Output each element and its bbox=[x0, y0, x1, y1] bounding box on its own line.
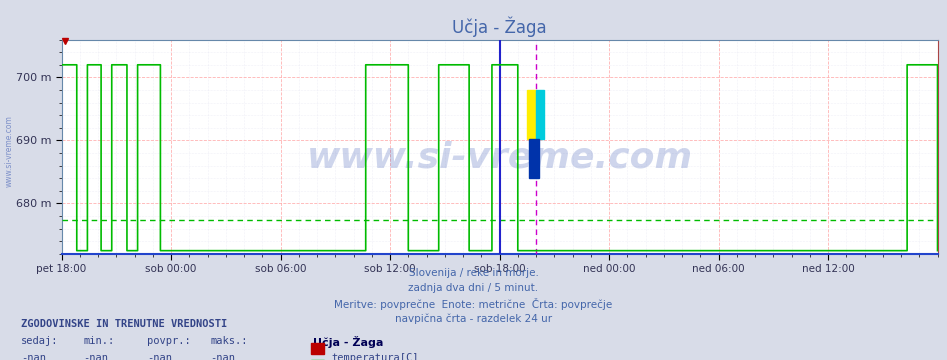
Text: temperatura[C]: temperatura[C] bbox=[331, 353, 419, 360]
Text: www.si-vreme.com: www.si-vreme.com bbox=[307, 140, 692, 174]
Bar bbox=[529, 139, 539, 178]
Text: min.:: min.: bbox=[83, 336, 115, 346]
Text: maks.:: maks.: bbox=[210, 336, 248, 346]
Text: sedaj:: sedaj: bbox=[21, 336, 59, 346]
Text: zadnja dva dni / 5 minut.: zadnja dva dni / 5 minut. bbox=[408, 283, 539, 293]
Text: navpična črta - razdelek 24 ur: navpična črta - razdelek 24 ur bbox=[395, 314, 552, 324]
Text: Slovenija / reke in morje.: Slovenija / reke in morje. bbox=[408, 268, 539, 278]
Text: -nan: -nan bbox=[83, 353, 108, 360]
Title: Učja - Žaga: Učja - Žaga bbox=[453, 16, 546, 37]
Text: -nan: -nan bbox=[147, 353, 171, 360]
Text: ZGODOVINSKE IN TRENUTNE VREDNOSTI: ZGODOVINSKE IN TRENUTNE VREDNOSTI bbox=[21, 319, 227, 329]
Text: www.si-vreme.com: www.si-vreme.com bbox=[5, 115, 14, 187]
Text: Meritve: povprečne  Enote: metrične  Črta: povprečje: Meritve: povprečne Enote: metrične Črta:… bbox=[334, 298, 613, 310]
Bar bbox=[536, 90, 544, 139]
Text: -nan: -nan bbox=[210, 353, 235, 360]
Text: Učja - Žaga: Učja - Žaga bbox=[313, 336, 383, 348]
Bar bbox=[527, 90, 536, 139]
Text: -nan: -nan bbox=[21, 353, 45, 360]
Text: povpr.:: povpr.: bbox=[147, 336, 190, 346]
